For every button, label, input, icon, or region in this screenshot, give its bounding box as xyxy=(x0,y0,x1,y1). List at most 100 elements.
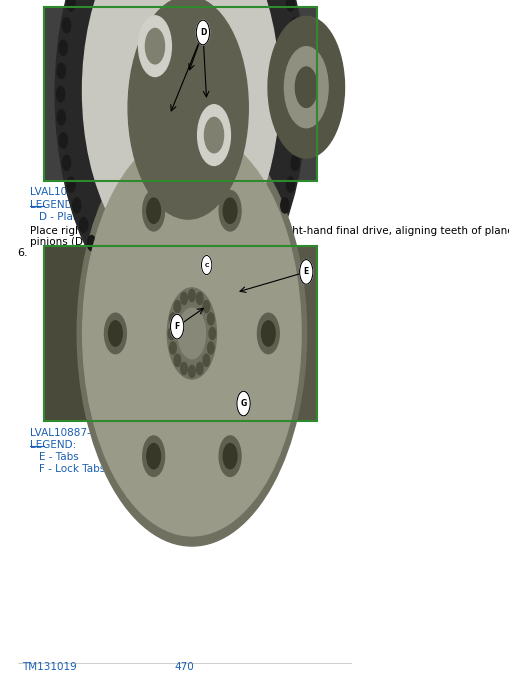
Circle shape xyxy=(62,155,71,170)
Text: E: E xyxy=(303,267,308,276)
Circle shape xyxy=(167,288,216,379)
Circle shape xyxy=(247,267,255,282)
Circle shape xyxy=(296,86,304,102)
Circle shape xyxy=(147,198,160,224)
Text: TM131019: TM131019 xyxy=(22,661,77,672)
Text: F - Lock Tabs: F - Lock Tabs xyxy=(39,464,105,474)
Circle shape xyxy=(67,177,75,192)
Circle shape xyxy=(219,436,241,477)
Text: G: G xyxy=(240,399,246,408)
Circle shape xyxy=(223,198,237,224)
Circle shape xyxy=(257,252,265,267)
Circle shape xyxy=(291,155,299,170)
Text: Place right-hand pinion, with brake plates, into right-hand final drive, alignin: Place right-hand pinion, with brake plat… xyxy=(30,226,509,236)
Circle shape xyxy=(201,256,211,275)
Circle shape xyxy=(178,308,205,359)
Circle shape xyxy=(296,109,304,125)
Circle shape xyxy=(291,18,299,33)
Circle shape xyxy=(139,298,148,313)
Circle shape xyxy=(180,292,187,304)
Bar xyxy=(44,7,317,181)
Circle shape xyxy=(299,260,313,285)
Circle shape xyxy=(169,313,176,325)
Text: D: D xyxy=(200,28,206,37)
Text: LEGEND:: LEGEND: xyxy=(30,440,76,450)
Circle shape xyxy=(268,16,344,158)
Circle shape xyxy=(174,354,180,367)
Circle shape xyxy=(56,86,65,102)
Circle shape xyxy=(203,354,209,367)
Circle shape xyxy=(266,235,274,250)
Circle shape xyxy=(180,363,187,375)
Circle shape xyxy=(188,289,195,302)
Circle shape xyxy=(128,290,136,305)
Circle shape xyxy=(67,0,75,11)
Circle shape xyxy=(236,279,244,295)
Circle shape xyxy=(209,328,215,339)
Circle shape xyxy=(164,308,172,323)
Circle shape xyxy=(223,443,237,469)
Circle shape xyxy=(62,18,71,33)
Circle shape xyxy=(57,109,65,125)
Circle shape xyxy=(219,190,241,231)
Circle shape xyxy=(174,300,180,313)
Circle shape xyxy=(207,342,214,354)
Circle shape xyxy=(295,67,317,107)
Circle shape xyxy=(55,0,306,327)
Circle shape xyxy=(201,304,210,319)
Circle shape xyxy=(59,40,67,55)
Circle shape xyxy=(152,304,160,319)
Circle shape xyxy=(104,313,126,354)
Circle shape xyxy=(257,313,279,354)
Circle shape xyxy=(294,40,302,55)
Text: F: F xyxy=(174,322,179,331)
Text: LVAL10887-UN:  Alignment Pins: LVAL10887-UN: Alignment Pins xyxy=(30,428,193,438)
Circle shape xyxy=(196,292,203,304)
Circle shape xyxy=(213,298,221,313)
Circle shape xyxy=(237,391,250,416)
Circle shape xyxy=(57,63,65,79)
Circle shape xyxy=(168,328,175,339)
Circle shape xyxy=(284,47,327,128)
Circle shape xyxy=(106,267,114,282)
Text: D - Planetary Pinion: D - Planetary Pinion xyxy=(39,212,141,222)
Circle shape xyxy=(82,131,300,536)
Circle shape xyxy=(177,309,185,324)
Circle shape xyxy=(196,363,203,375)
Circle shape xyxy=(169,342,176,354)
Circle shape xyxy=(189,308,197,323)
Circle shape xyxy=(296,63,304,79)
Circle shape xyxy=(72,198,81,213)
Circle shape xyxy=(286,177,294,192)
Circle shape xyxy=(143,190,164,231)
Circle shape xyxy=(138,16,171,77)
Circle shape xyxy=(261,321,275,346)
Circle shape xyxy=(79,218,88,233)
Text: pinions (D) with teeth on pinion.: pinions (D) with teeth on pinion. xyxy=(30,237,197,247)
Circle shape xyxy=(273,218,281,233)
Circle shape xyxy=(196,21,209,45)
Text: 470: 470 xyxy=(174,661,194,672)
Text: LVAL10886-UN:  Pinion and Brake Installation: LVAL10886-UN: Pinion and Brake Installat… xyxy=(30,187,264,198)
Circle shape xyxy=(59,133,67,148)
Circle shape xyxy=(82,0,278,273)
Circle shape xyxy=(170,315,183,339)
Circle shape xyxy=(128,0,248,219)
Circle shape xyxy=(294,133,302,148)
Bar xyxy=(44,7,317,181)
Circle shape xyxy=(280,198,289,213)
Circle shape xyxy=(188,365,195,378)
Bar xyxy=(44,246,317,421)
Text: E - Tabs: E - Tabs xyxy=(39,452,78,462)
Text: LEGEND:: LEGEND: xyxy=(30,200,76,210)
Circle shape xyxy=(225,290,233,305)
Circle shape xyxy=(197,105,230,166)
Circle shape xyxy=(204,118,223,153)
Circle shape xyxy=(96,252,104,267)
Bar xyxy=(44,246,317,421)
Circle shape xyxy=(91,146,292,521)
Circle shape xyxy=(77,121,306,546)
Bar xyxy=(44,246,121,421)
Text: 6.: 6. xyxy=(18,248,29,258)
Circle shape xyxy=(203,300,209,313)
